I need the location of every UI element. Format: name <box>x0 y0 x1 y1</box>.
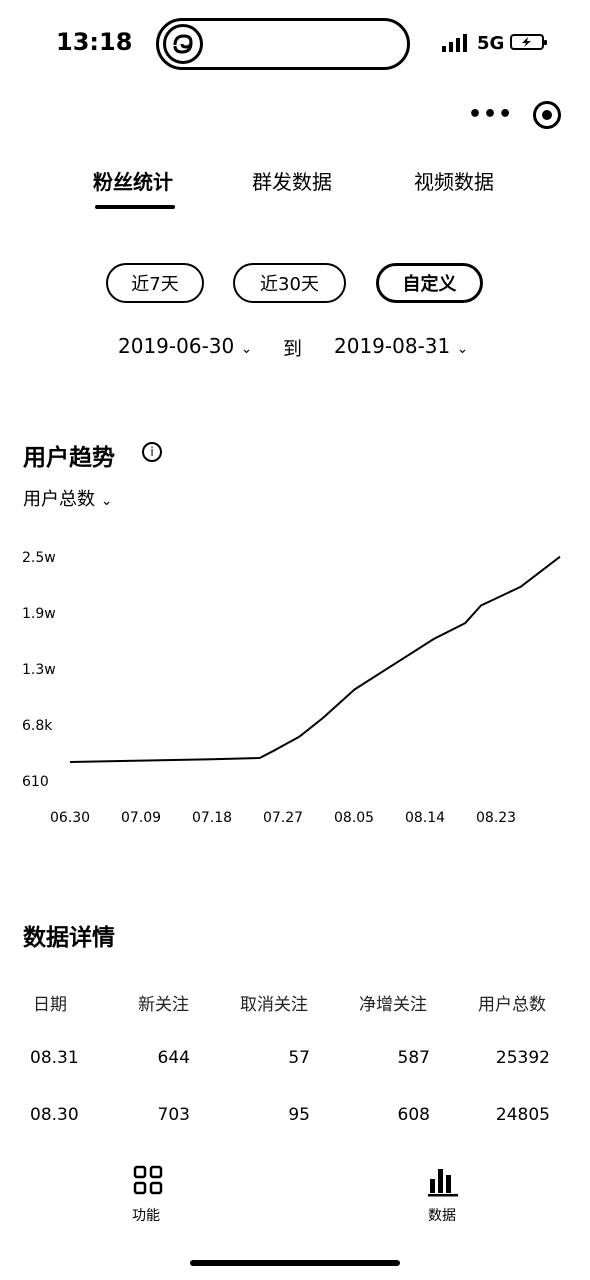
column-header-total-users: 用户总数 <box>478 995 546 1015</box>
trend-title: 用户趋势 <box>23 445 115 471</box>
x-tick-label: 06.30 <box>50 810 91 826</box>
cell-net-gain: 608 <box>397 1105 430 1125</box>
y-tick-label: 6.8k <box>22 718 53 734</box>
x-tick-label: 07.18 <box>192 810 233 826</box>
nav-data-label: 数据 <box>428 1208 456 1224</box>
x-tick-label: 08.05 <box>334 810 375 826</box>
app-logo-icon <box>163 24 203 64</box>
dynamic-island <box>156 18 410 70</box>
x-tick-label: 07.27 <box>263 810 304 826</box>
end-date-value: 2019-08-31 <box>334 334 451 358</box>
battery-icon <box>510 34 547 50</box>
y-tick-label: 2.5w <box>22 550 56 566</box>
cell-unfollow: 57 <box>288 1048 310 1068</box>
cell-total-users: 25392 <box>495 1048 550 1068</box>
user-trend-chart <box>69 555 561 763</box>
x-tick-label: 08.14 <box>405 810 446 826</box>
cell-new-follow: 703 <box>157 1105 190 1125</box>
x-tick-label: 08.23 <box>476 810 517 826</box>
nav-functions-label: 功能 <box>132 1208 160 1224</box>
column-header-net-gain: 净增关注 <box>359 995 427 1015</box>
column-header-new-follow: 新关注 <box>138 995 189 1015</box>
series-line <box>69 555 561 763</box>
nav-data[interactable]: 数据 <box>418 1163 468 1233</box>
home-indicator <box>190 1260 400 1266</box>
cell-net-gain: 587 <box>397 1048 430 1068</box>
chevron-down-icon: ⌄ <box>100 493 113 509</box>
grid-icon <box>133 1165 163 1195</box>
chevron-down-icon: ⌄ <box>240 341 253 357</box>
metric-selector[interactable]: 用户总数 ⌄ <box>23 485 112 511</box>
y-tick-label: 610 <box>22 774 49 790</box>
cell-date: 08.30 <box>30 1105 79 1125</box>
network-label: 5G <box>477 33 505 54</box>
status-time: 13:18 <box>56 28 133 56</box>
range-custom-button[interactable]: 自定义 <box>376 263 483 303</box>
cell-date: 08.31 <box>30 1048 79 1068</box>
tab-fans-stats[interactable]: 粉丝统计 <box>93 170 173 194</box>
tab-video-data[interactable]: 视频数据 <box>414 170 494 194</box>
end-date-picker[interactable]: 2019-08-31 ⌄ <box>334 334 468 358</box>
date-range-separator: 到 <box>283 338 303 360</box>
chevron-down-icon: ⌄ <box>456 341 469 357</box>
cell-unfollow: 95 <box>288 1105 310 1125</box>
y-tick-label: 1.9w <box>22 606 56 622</box>
range-30days-button[interactable]: 近30天 <box>233 263 346 303</box>
cell-total-users: 24805 <box>495 1105 550 1125</box>
nav-functions[interactable]: 功能 <box>122 1163 172 1233</box>
column-header-unfollow: 取消关注 <box>240 995 308 1015</box>
signal-icon <box>442 34 467 52</box>
cell-new-follow: 644 <box>157 1048 190 1068</box>
tab-active-indicator <box>95 205 175 209</box>
info-icon[interactable]: i <box>142 442 162 462</box>
x-tick-label: 07.09 <box>121 810 162 826</box>
details-title: 数据详情 <box>23 925 115 951</box>
close-miniprogram-icon[interactable] <box>533 101 561 129</box>
tab-broadcast-data[interactable]: 群发数据 <box>252 170 332 194</box>
range-7days-button[interactable]: 近7天 <box>106 263 204 303</box>
column-header-date: 日期 <box>33 995 67 1015</box>
start-date-value: 2019-06-30 <box>118 334 235 358</box>
more-icon[interactable]: ••• <box>468 102 514 127</box>
start-date-picker[interactable]: 2019-06-30 ⌄ <box>118 334 252 358</box>
bar-chart-icon <box>428 1169 458 1197</box>
metric-label: 用户总数 <box>23 489 95 510</box>
y-tick-label: 1.3w <box>22 662 56 678</box>
